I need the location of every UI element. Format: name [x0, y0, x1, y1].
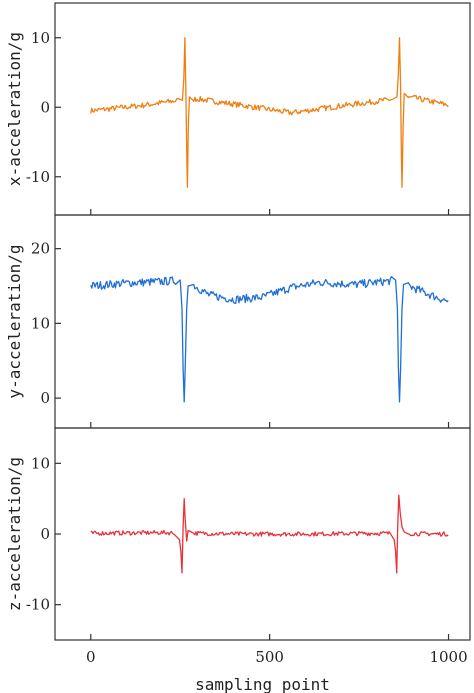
plot-frame — [54, 2, 471, 216]
y-tick-label: 20 — [31, 240, 50, 258]
y-acceleration-axis-title: y-acceleration/g — [5, 244, 24, 398]
z-acceleration-series-line — [90, 494, 449, 574]
x-tick-label: 1000 — [429, 648, 467, 666]
x-tick-label: 0 — [86, 648, 96, 666]
y-tick-label: 10 — [31, 29, 50, 47]
y-tick-label: 0 — [40, 98, 50, 116]
y-tick-label: -10 — [26, 596, 50, 614]
y-tick-label: 10 — [31, 314, 50, 332]
z-acceleration-panel: -10 0 10 z-acceleration/g 0 500 1000 sampling p… — [5, 427, 471, 693]
x-acceleration-axis-title: x-acceleration/g — [5, 32, 24, 186]
y-tick-label: 0 — [40, 525, 50, 543]
z-acceleration-axis-title: z-acceleration/g — [5, 457, 24, 611]
y-tick-label: -10 — [26, 168, 50, 186]
y-acceleration-series-line — [90, 276, 449, 403]
x-acceleration-panel: -10 0 10 x-acceleration/g — [5, 2, 471, 216]
x-axis-title: sampling point — [195, 675, 330, 693]
x-tick-label: 500 — [255, 648, 284, 666]
plot-frame — [54, 214, 471, 429]
y-acceleration-panel: 0 10 20 y-acceleration/g — [5, 214, 471, 429]
x-acceleration-series-line — [90, 37, 449, 188]
y-tick-label: 10 — [31, 454, 50, 472]
y-tick-label: 0 — [40, 389, 50, 407]
